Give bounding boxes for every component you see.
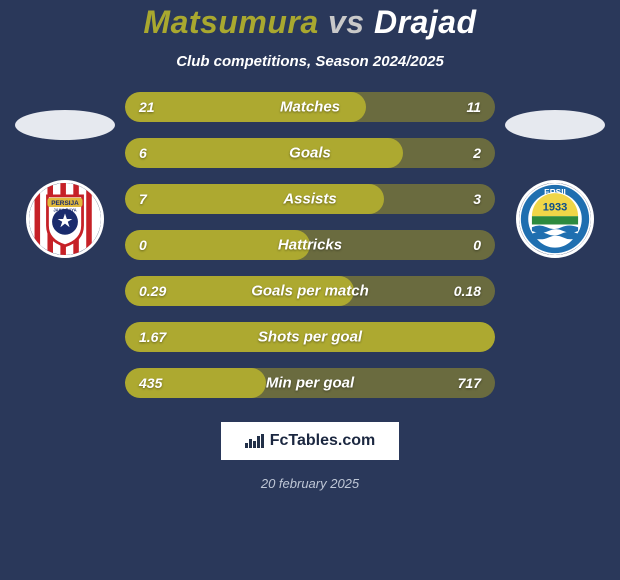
stat-right-value: 2 <box>473 145 481 161</box>
main-row: PERSIJA JAKA RAYA Matches 21 11 Goals 6 2 Assi… <box>0 92 620 398</box>
stat-bar-label: Matches <box>280 99 340 116</box>
svg-text:PERSIJA: PERSIJA <box>51 200 79 207</box>
svg-text:1933: 1933 <box>543 202 568 214</box>
stat-bar: Goals 6 2 <box>125 138 495 168</box>
footer-date: 20 february 2025 <box>261 476 359 491</box>
stat-bar: Goals per match 0.29 0.18 <box>125 276 495 306</box>
stat-left-value: 21 <box>139 99 155 115</box>
left-column: PERSIJA JAKA RAYA <box>5 92 125 258</box>
left-club-logo: PERSIJA JAKA RAYA <box>26 180 104 258</box>
right-column: ERSII 1933 <box>495 92 615 258</box>
infographic-container: Matsumura vs Drajad Club competitions, S… <box>0 0 620 580</box>
title-left-player: Matsumura <box>143 4 318 40</box>
fctables-brand[interactable]: FcTables.com <box>221 422 400 460</box>
svg-text:JAKA RAYA: JAKA RAYA <box>53 208 76 213</box>
bars-chart-icon <box>245 434 264 448</box>
stat-left-value: 435 <box>139 375 162 391</box>
title-vs: vs <box>328 4 374 40</box>
stat-left-value: 0 <box>139 237 147 253</box>
stat-bar-label: Shots per goal <box>258 329 362 346</box>
stat-right-value: 11 <box>466 99 481 115</box>
stats-bars: Matches 21 11 Goals 6 2 Assists 7 3 Hattricks 0 0 Go… <box>125 92 495 398</box>
stat-right-value: 0 <box>473 237 481 253</box>
right-club-logo: ERSII 1933 <box>516 180 594 258</box>
stat-left-value: 7 <box>139 191 147 207</box>
stat-bar-label: Goals per match <box>251 283 369 300</box>
stat-left-value: 1.67 <box>139 329 166 345</box>
left-player-avatar-placeholder <box>15 110 115 140</box>
persija-logo-icon: PERSIJA JAKA RAYA <box>29 180 101 258</box>
stat-bar: Matches 21 11 <box>125 92 495 122</box>
stat-right-value: 717 <box>458 375 481 391</box>
brand-text: FcTables.com <box>270 432 376 450</box>
title-right-player: Drajad <box>374 4 477 40</box>
stat-bar: Shots per goal 1.67 <box>125 322 495 352</box>
stat-bar-fill <box>125 184 384 214</box>
right-player-avatar-placeholder <box>505 110 605 140</box>
stat-bar: Min per goal 435 717 <box>125 368 495 398</box>
stat-bar-label: Assists <box>283 191 336 208</box>
stat-bar-fill <box>125 138 403 168</box>
stat-bar: Assists 7 3 <box>125 184 495 214</box>
stat-bar-label: Hattricks <box>278 237 342 254</box>
stat-right-value: 3 <box>473 191 481 207</box>
subtitle: Club competitions, Season 2024/2025 <box>176 53 444 70</box>
stat-bar: Hattricks 0 0 <box>125 230 495 260</box>
stat-right-value: 0.18 <box>454 283 481 299</box>
stat-left-value: 6 <box>139 145 147 161</box>
stat-bar-label: Min per goal <box>266 375 354 392</box>
persib-logo-icon: ERSII 1933 <box>519 180 591 258</box>
page-title: Matsumura vs Drajad <box>143 4 476 41</box>
stat-left-value: 0.29 <box>139 283 166 299</box>
stat-bar-label: Goals <box>289 145 331 162</box>
